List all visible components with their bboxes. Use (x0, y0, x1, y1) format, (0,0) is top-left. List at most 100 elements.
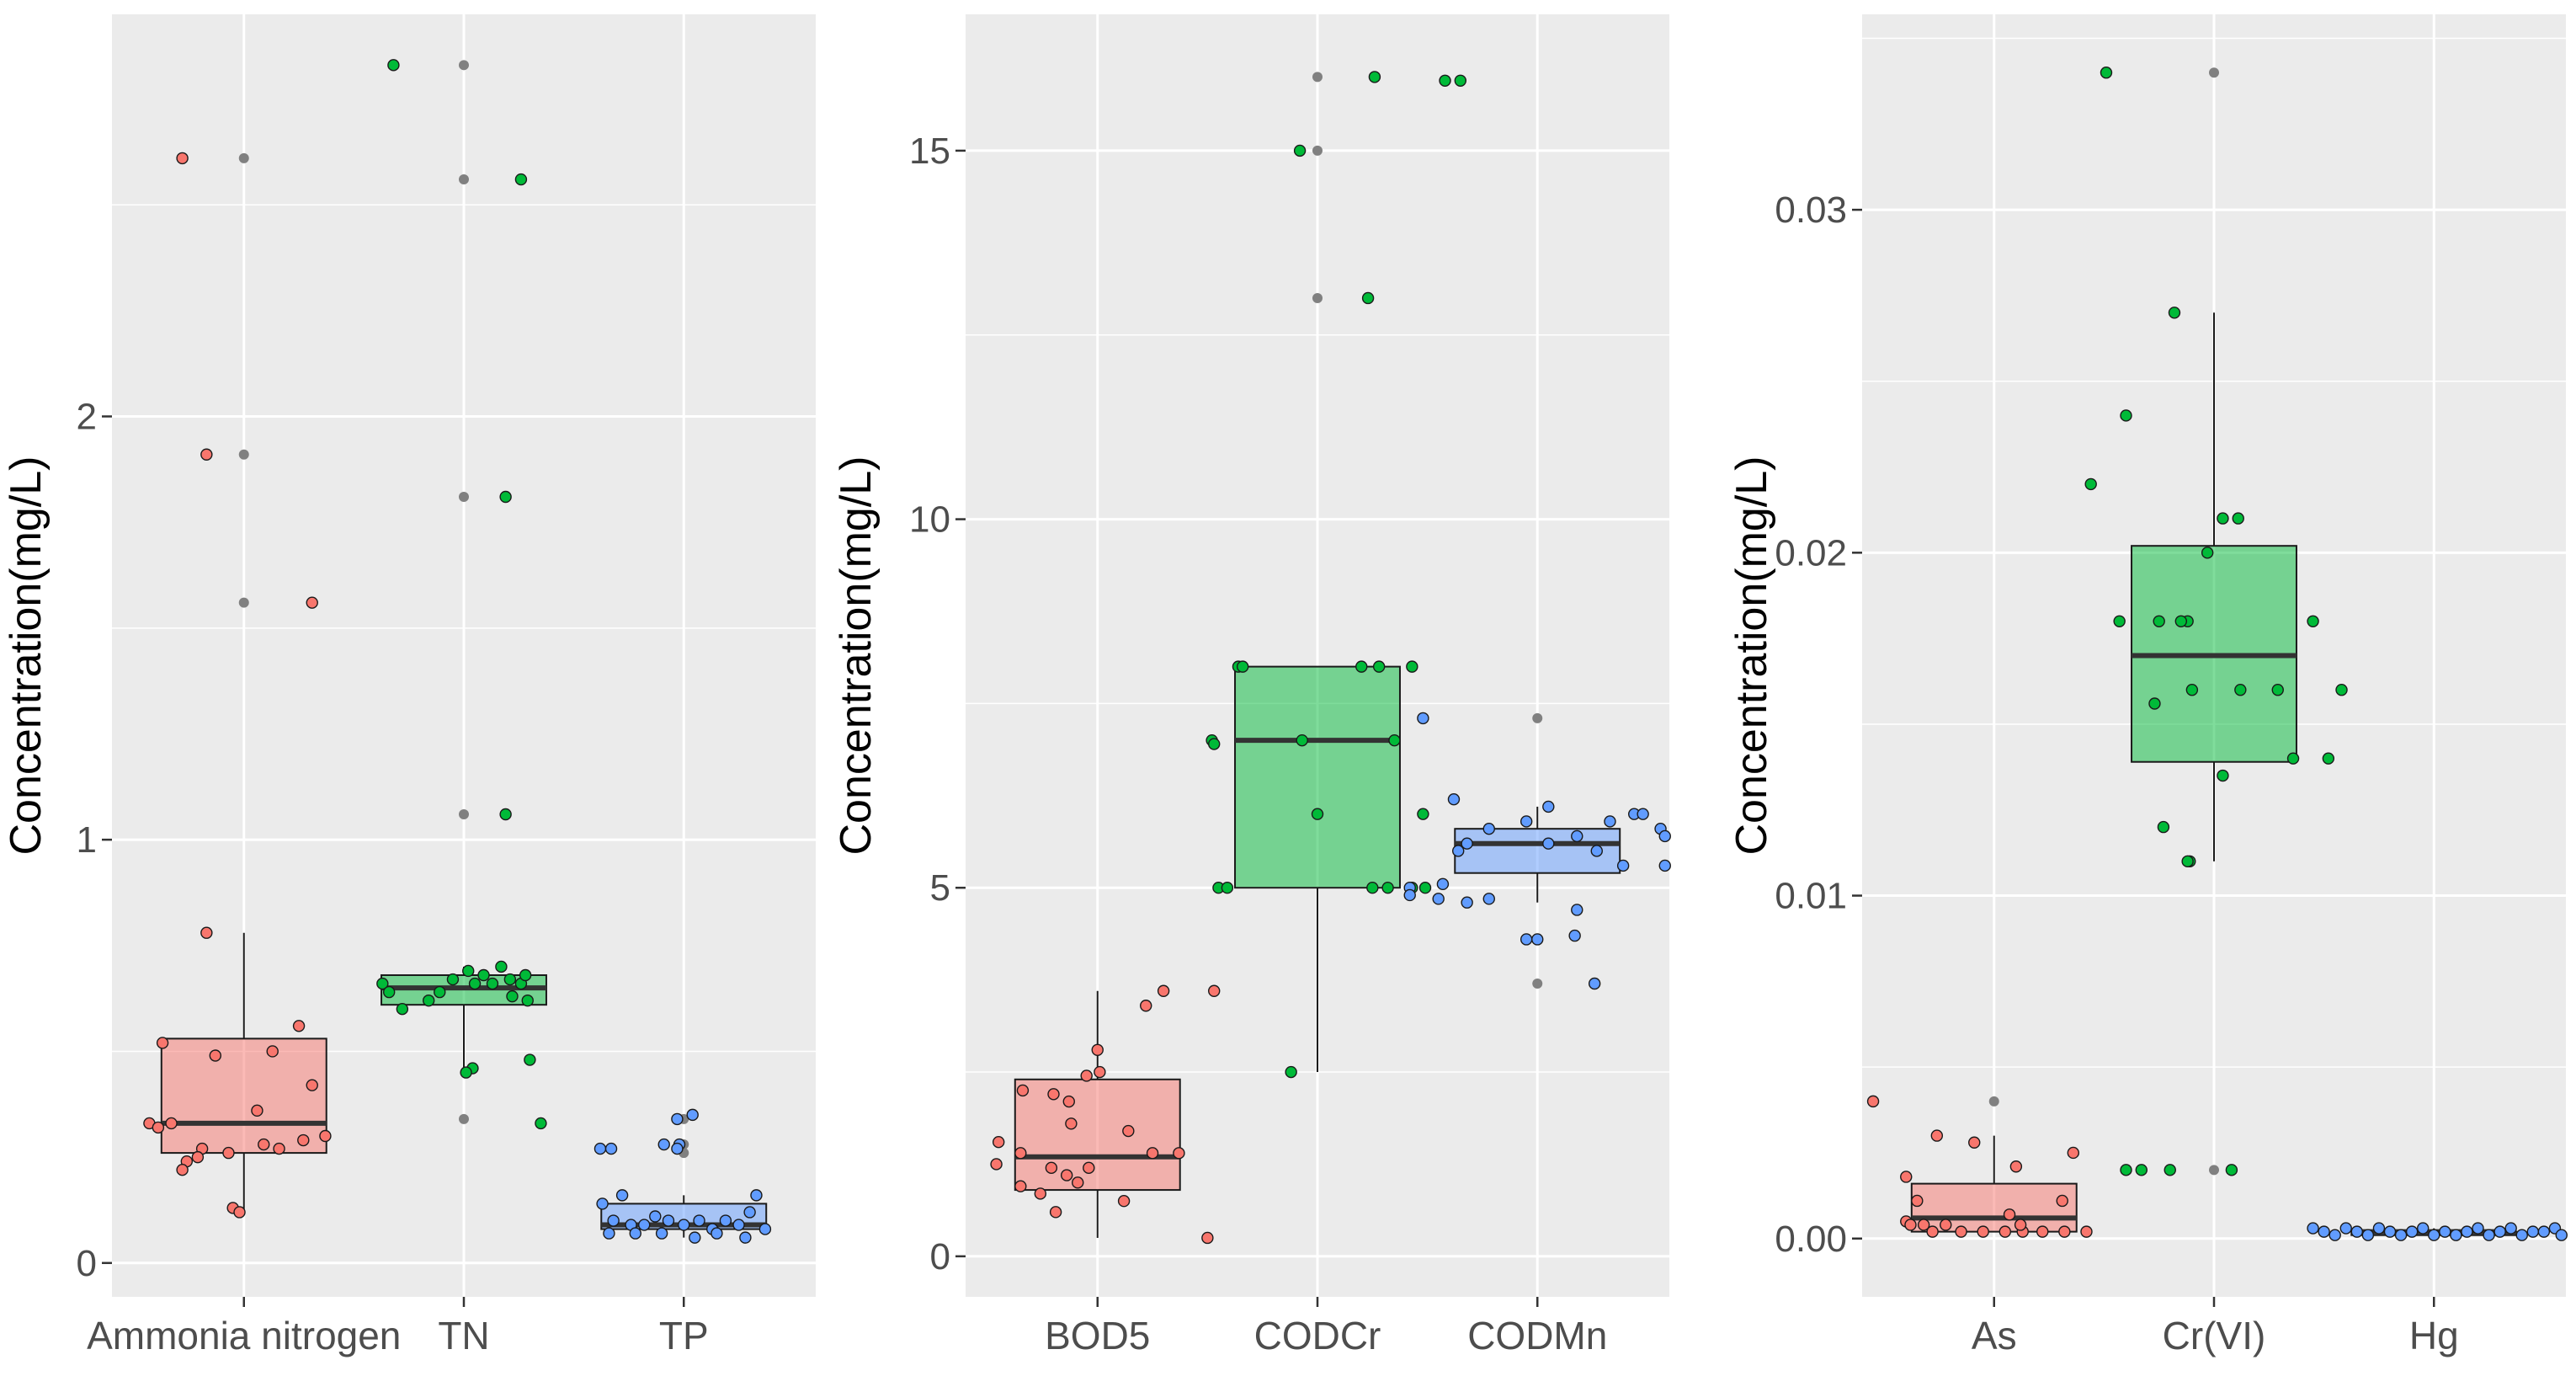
data-point (319, 1129, 332, 1143)
data-point (2056, 1194, 2068, 1208)
data-point (1372, 660, 1386, 673)
data-point (1900, 1171, 1913, 1183)
data-point (2555, 1229, 2568, 1241)
data-point (1917, 1219, 1930, 1231)
data-point (2329, 1229, 2341, 1241)
series-tn (376, 59, 547, 1130)
data-point (1140, 1000, 1152, 1012)
data-point (468, 977, 482, 990)
data-point (258, 1138, 270, 1151)
data-point (514, 173, 528, 186)
data-point (460, 1066, 472, 1079)
data-point (593, 1142, 607, 1155)
data-point (2185, 684, 2199, 696)
y-tick-label: 0.02 (1775, 532, 1847, 573)
series-ammonia-nitrogen (143, 152, 332, 1219)
data-point (2058, 1225, 2071, 1238)
data-point (2439, 1225, 2451, 1238)
data-point (499, 808, 512, 821)
data-point (1968, 1136, 1981, 1149)
data-point (1432, 893, 1445, 905)
data-point (743, 1206, 756, 1219)
data-point (2003, 1208, 2016, 1221)
x-tick-label: TN (438, 1314, 489, 1357)
data-point (292, 1020, 306, 1032)
data-point (2483, 1229, 2495, 1241)
data-point (1542, 837, 1555, 850)
outlier-point (459, 174, 469, 185)
data-point (615, 1189, 629, 1202)
data-point (990, 1158, 1003, 1171)
data-point (1436, 877, 1450, 891)
data-point (1157, 984, 1170, 997)
data-point (495, 960, 508, 973)
data-point (524, 1053, 536, 1066)
data-point (1637, 808, 1649, 820)
data-point (2174, 615, 2188, 627)
data-point (1201, 1231, 1214, 1245)
data-point (750, 1189, 763, 1202)
data-point (519, 968, 532, 982)
data-point (1417, 808, 1429, 820)
data-point (2339, 1222, 2352, 1235)
data-point (156, 1037, 169, 1049)
data-point (2201, 547, 2214, 559)
y-axis-title: Concentration(mg/L) (2, 456, 51, 856)
data-point (2036, 1225, 2049, 1238)
data-point (662, 1214, 675, 1227)
data-point (2234, 684, 2247, 696)
y-axis-title: Concentration(mg/L) (1727, 456, 1776, 856)
panel-3: 0.00 0.01 0.02 0.03 As Cr(VI) Hg Concentration(… (1727, 14, 2568, 1357)
data-point (1571, 829, 1583, 843)
data-point (1381, 882, 1394, 894)
data-point (2461, 1225, 2473, 1238)
data-point (671, 1112, 684, 1126)
data-point (2157, 820, 2170, 834)
data-point (1014, 1180, 1027, 1192)
data-point (1236, 660, 1249, 673)
outlier-point (238, 597, 249, 608)
data-point (1117, 1195, 1131, 1208)
data-point (649, 1210, 662, 1223)
data-point (657, 1138, 670, 1151)
data-point (306, 596, 318, 609)
data-point (1461, 896, 1473, 909)
data-point (732, 1219, 745, 1231)
data-point (603, 1227, 615, 1240)
data-point (1977, 1225, 1989, 1238)
data-point (1568, 929, 1581, 942)
series-cr-vi- (2084, 67, 2348, 1176)
data-point (2526, 1225, 2540, 1238)
data-point (176, 1164, 189, 1176)
data-point (1083, 1161, 1095, 1175)
data-point (2120, 1164, 2132, 1176)
data-point (2416, 1222, 2430, 1235)
outlier-point (238, 449, 249, 460)
data-point (1146, 1147, 1159, 1160)
data-point (719, 1214, 732, 1227)
outlier-point (2209, 1165, 2219, 1176)
box (1234, 665, 1401, 889)
data-point (1590, 845, 1603, 857)
outlier-point (459, 808, 469, 819)
data-point (1208, 984, 1221, 997)
data-point (2014, 1219, 2027, 1231)
data-point (1999, 1225, 2012, 1238)
series-hg (2307, 1222, 2568, 1241)
data-point (200, 448, 213, 461)
data-point (176, 152, 189, 165)
data-point (251, 1104, 263, 1117)
x-tick-label: Cr(VI) (2163, 1314, 2266, 1357)
y-tick-label: 0.00 (1775, 1219, 1847, 1260)
x-tick-label: BOD5 (1045, 1314, 1150, 1357)
data-point (165, 1117, 178, 1130)
data-point (1122, 1124, 1135, 1138)
data-point (477, 968, 490, 982)
data-point (2148, 697, 2161, 710)
data-point (1049, 1206, 1062, 1219)
data-point (1014, 1147, 1027, 1160)
data-point (2113, 615, 2126, 627)
y-tick-label: 0 (77, 1243, 97, 1284)
data-point (1926, 1225, 1939, 1238)
data-point (992, 1135, 1005, 1149)
